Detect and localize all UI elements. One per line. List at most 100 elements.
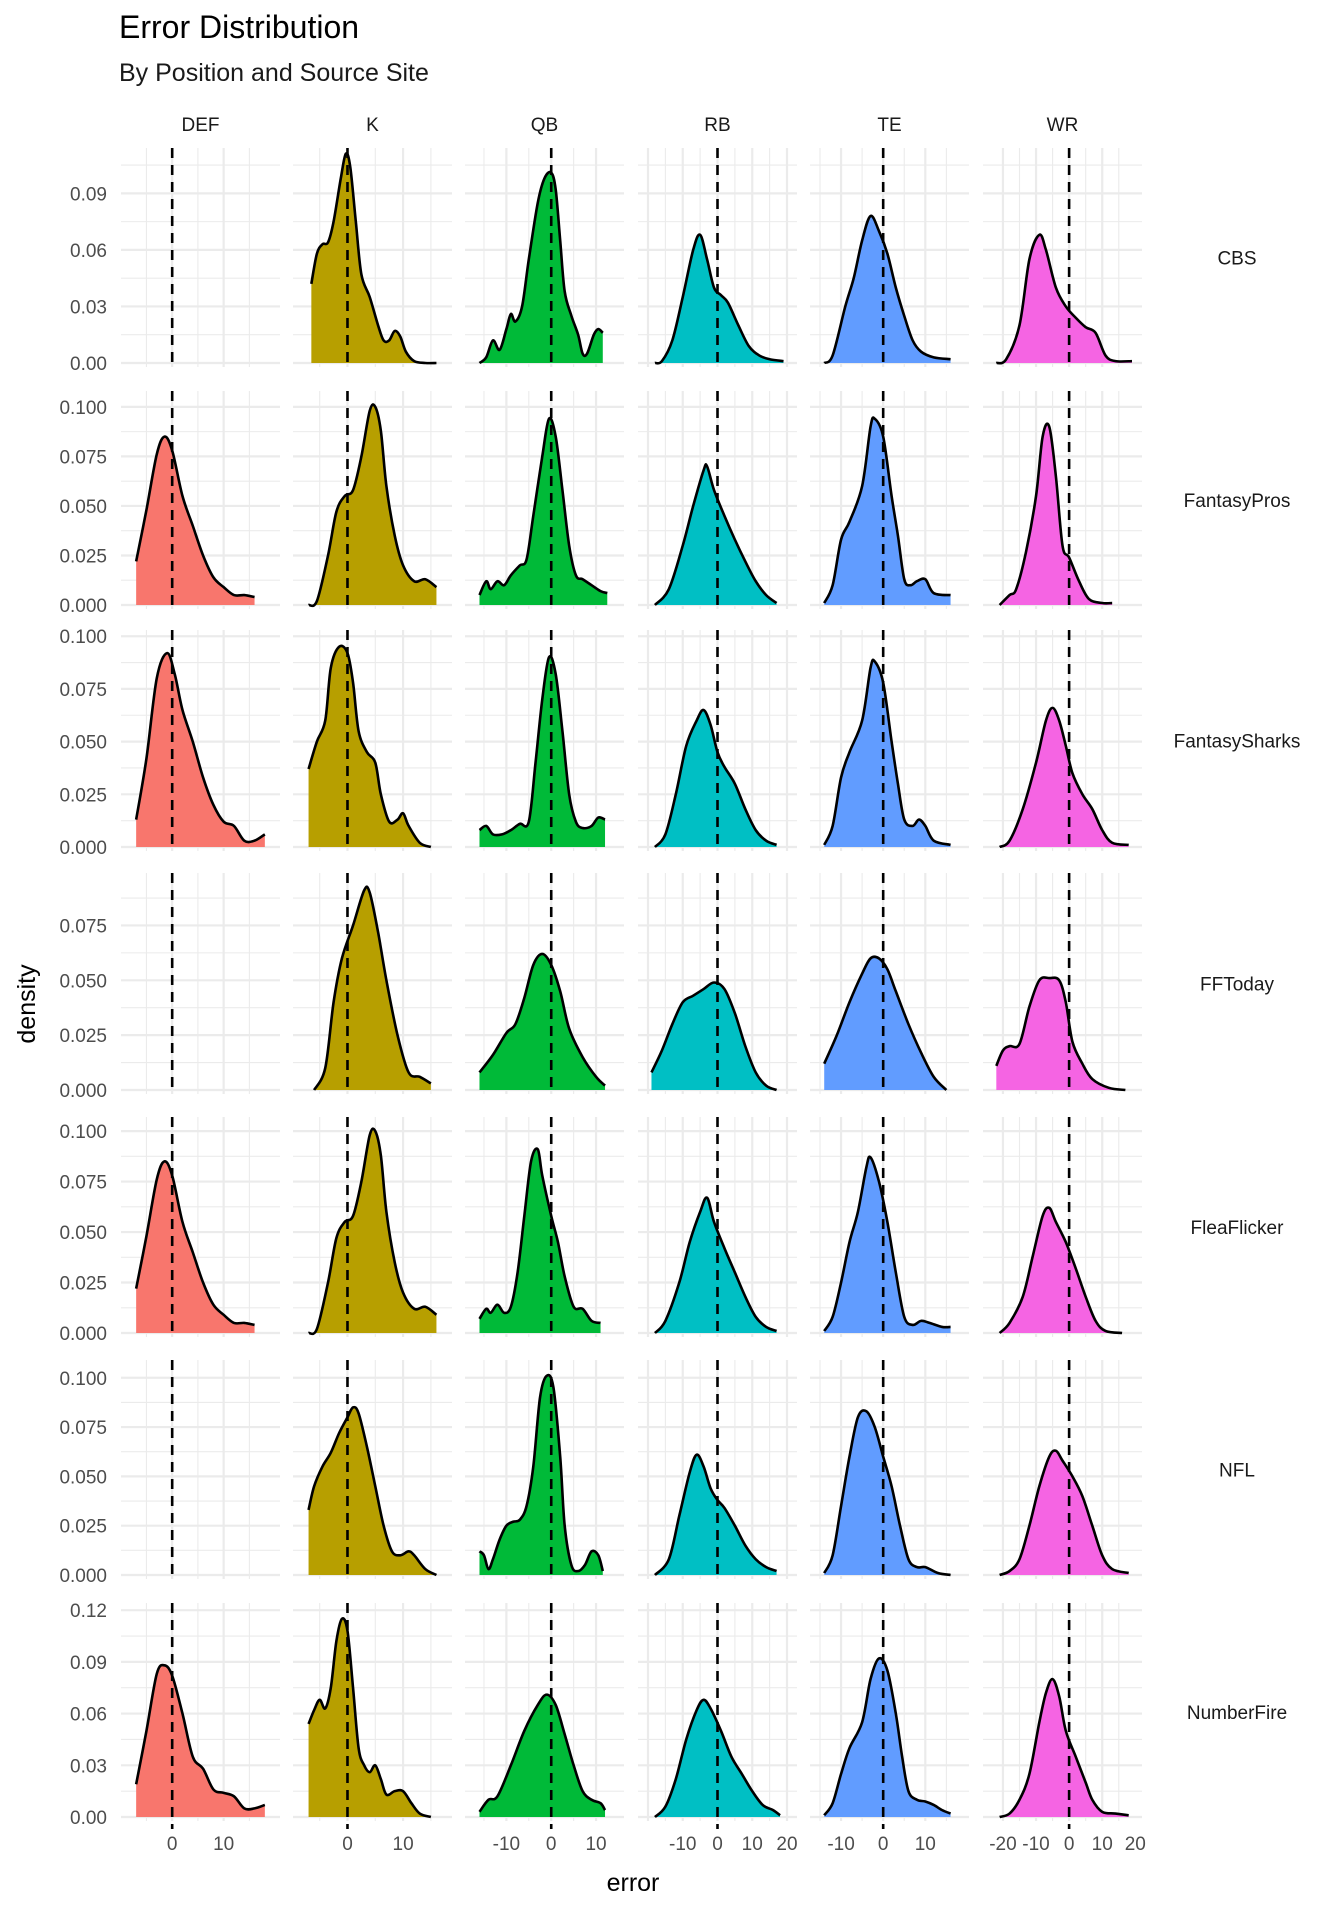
density-area-k [308,1128,437,1334]
panel-fantasypros-te [810,391,969,609]
panel-fantasysharks-qb [465,630,624,851]
density-area-qb [479,1148,601,1333]
y-tick-label: 0.100 [59,627,107,648]
density-curve-qb [478,1373,605,1573]
density-curve-rb [654,233,784,365]
x-tick-label: 0 [167,1834,178,1855]
row-strip-nfl: NFL [1219,1461,1255,1482]
density-area-rb [654,709,777,847]
panel-nfl-qb [465,1360,624,1579]
density-curve-rb [653,1453,778,1576]
density-curve-rb [654,1698,781,1818]
panel-fantasypros-rb [638,391,797,609]
density-curve-def [134,1663,266,1811]
density-area-te [824,1156,951,1333]
density-area-rb [654,234,784,364]
row-strip-fantasypros: FantasyPros [1184,491,1291,512]
panel-fantasysharks-def [121,630,280,851]
column-strip-te: TE [877,115,901,136]
density-curve-wr [999,1677,1129,1819]
x-tick-label: -10 [827,1834,854,1855]
x-tick-label: -10 [669,1834,696,1855]
y-tick-label: 0.050 [59,1467,107,1488]
y-tick-label: 0.100 [59,1369,107,1390]
row-strip-fantasysharks: FantasySharks [1174,732,1301,753]
density-area-te [824,659,951,847]
panel-fantasypros-qb [465,391,624,609]
density-curve-rb [650,981,778,1092]
panel-fleaflicker-te [810,1117,969,1337]
panel-fantasysharks-k [293,630,452,851]
panel-cbs-wr [983,148,1142,367]
y-tick-label: 0.025 [59,785,107,806]
density-curve-wr [998,706,1129,849]
density-curve-rb [653,1196,778,1334]
density-area-rb [651,982,777,1090]
y-tick-label: 0.050 [59,971,107,992]
density-area-k [308,1618,431,1817]
column-strip-def: DEF [182,115,220,136]
y-tick-label: 0.03 [70,297,107,318]
density-curve-def [134,651,266,844]
y-tick-label: 0.025 [59,1026,107,1047]
chart-title: Error Distribution [119,9,359,45]
density-curve-wr [995,976,1126,1092]
density-area-te [824,1410,951,1575]
y-tick-label: 0.025 [59,1517,107,1538]
y-tick-label: 0.06 [70,241,107,262]
y-tick-label: 0.000 [59,596,107,617]
density-area-k [308,1407,437,1575]
density-curve-wr [998,1206,1123,1335]
y-tick-label: 0.00 [70,354,107,375]
y-tick-label: 0.000 [59,1566,107,1587]
density-area-def [136,1664,265,1817]
y-tick-label: 0.12 [70,1601,107,1622]
y-tick-label: 0.09 [70,1653,107,1674]
panel-grid: DEF K QB RB TE WR CBS FantasyPros FantasySharks F… [59,115,1300,1855]
column-strip-k: K [366,115,379,136]
density-curve-k [307,1617,432,1819]
panel-cbs-te [810,148,969,367]
density-curve-qb [478,1147,601,1325]
panel-nfl-def [121,1360,280,1579]
x-tick-label: 0 [878,1834,889,1855]
panel-fleaflicker-def [121,1117,280,1337]
y-axis-title: density [13,964,41,1044]
x-tick-label: 10 [393,1834,414,1855]
density-curve-qb [478,655,606,837]
panel-fantasysharks-te [810,630,969,851]
row-strip-cbs: CBS [1217,249,1256,270]
density-curve-wr [998,422,1113,606]
panel-cbs-qb [465,148,624,367]
y-tick-label: 0.075 [59,447,107,468]
column-strip-rb: RB [704,115,730,136]
density-area-qb [479,418,608,605]
x-tick-label: -20 [989,1834,1016,1855]
x-tick-label: -10 [1022,1834,1049,1855]
panel-fleaflicker-k [293,1117,452,1337]
density-curve-wr [995,233,1133,365]
density-area-wr [999,1679,1129,1817]
density-area-def [136,653,265,847]
density-curve-k [312,885,432,1091]
y-tick-label: 0.00 [70,1808,107,1829]
y-tick-label: 0.050 [59,733,107,754]
density-curve-k [308,403,438,608]
y-tick-label: 0.075 [59,1418,107,1439]
density-area-te [824,215,951,363]
panel-numberfire-k: 0 10 [293,1603,452,1855]
panel-nfl-k [293,1360,452,1579]
panel-fantasysharks-rb [638,630,797,851]
x-axis-title: error [607,1869,660,1897]
x-tick-label: 20 [1125,1834,1146,1855]
x-tick-label: 10 [585,1834,606,1855]
panel-fleaflicker-rb [638,1117,797,1337]
x-tick-label: 0 [1064,1834,1075,1855]
density-area-wr [999,1207,1123,1333]
density-curve-te [823,1409,951,1577]
panel-cbs-rb [638,148,797,367]
density-area-k [308,404,437,606]
density-area-k [308,645,431,847]
y-tick-label: 0.100 [59,398,107,419]
x-tick-label: 10 [213,1834,234,1855]
